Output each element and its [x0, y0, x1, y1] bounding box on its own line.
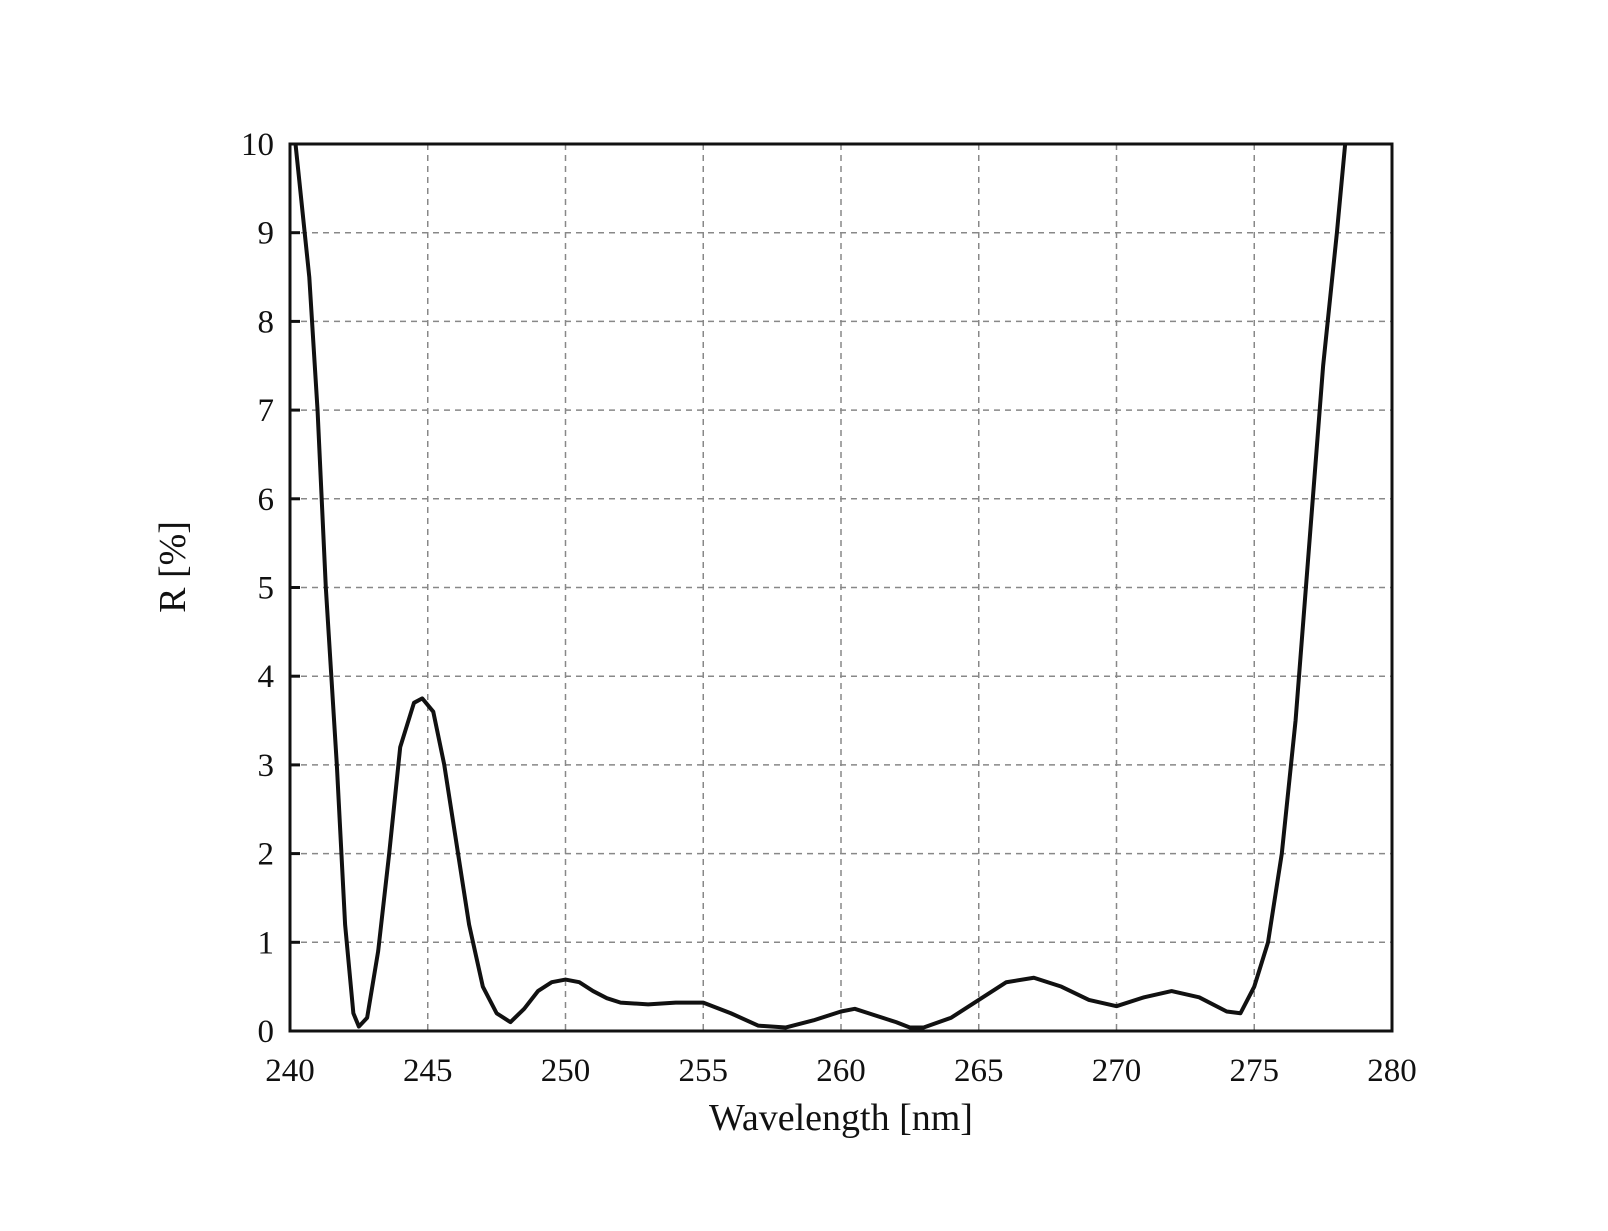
x-tick-label: 270 [1092, 1053, 1142, 1089]
y-tick-label: 0 [258, 1014, 275, 1050]
y-tick-label: 6 [258, 482, 275, 518]
x-tick-label: 240 [265, 1053, 315, 1089]
y-tick-label: 7 [258, 393, 275, 429]
plot-frame [288, 142, 1394, 1033]
y-tick-label: 3 [258, 748, 275, 784]
plot-area [293, 144, 1348, 1030]
x-tick-label: 275 [1230, 1053, 1280, 1089]
y-tick-label: 8 [258, 304, 275, 340]
x-axis-label: Wavelength [nm] [709, 1097, 973, 1139]
grid [289, 142, 1393, 1033]
x-tick-label: 245 [403, 1053, 453, 1089]
y-tick-label: 4 [258, 659, 275, 695]
x-tick-label: 280 [1367, 1053, 1417, 1089]
x-tick-label: 250 [541, 1053, 591, 1089]
x-tick-label: 265 [954, 1053, 1004, 1089]
labels: Wavelength [nm] R [%] 0 1 2 3 4 5 6 7 8 9 10 240 245… [152, 127, 1417, 1139]
x-tick-label: 255 [679, 1053, 729, 1089]
y-tick-label: 10 [241, 127, 274, 163]
x-tick-label: 260 [816, 1053, 866, 1089]
series-line [293, 144, 1348, 1030]
y-axis-label: R [%] [152, 521, 194, 613]
y-tick-label: 1 [258, 925, 275, 961]
y-tick-label: 2 [258, 837, 275, 873]
y-tick-label: 5 [258, 571, 275, 607]
y-tick-label: 9 [258, 216, 275, 252]
